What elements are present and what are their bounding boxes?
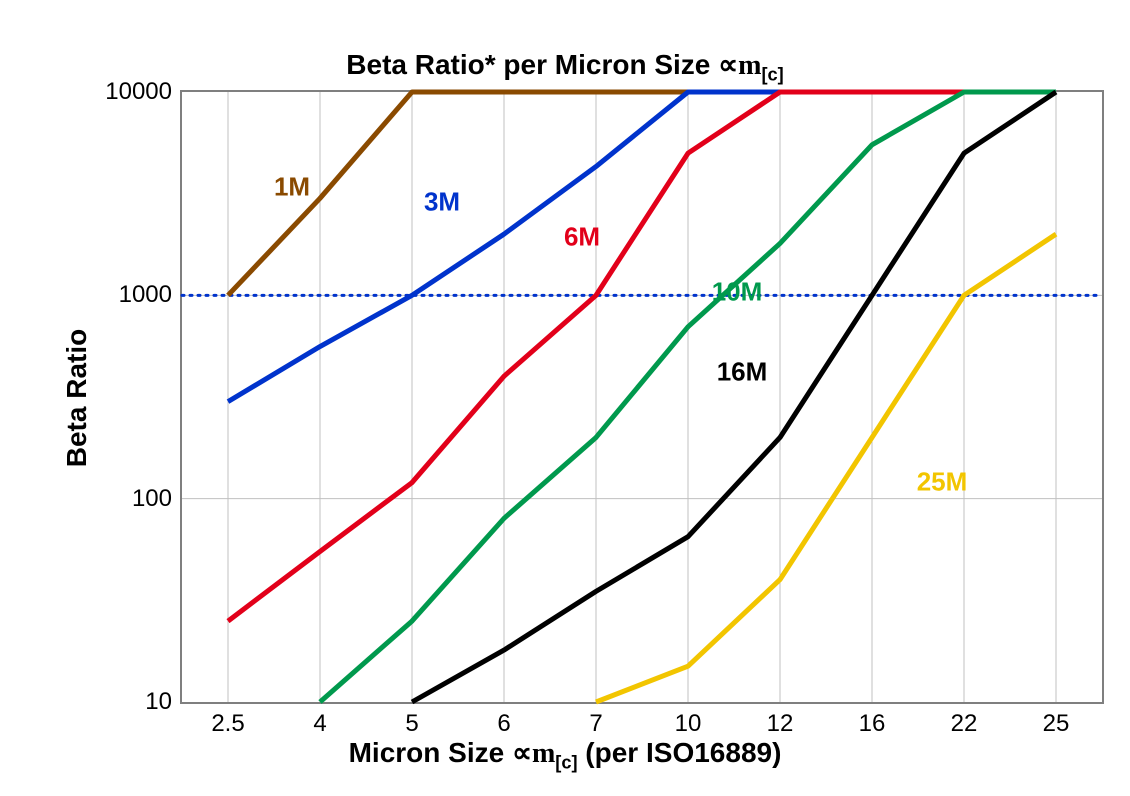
x-tick-label: 25 [1043,710,1070,738]
xlabel-subscript: [c] [555,753,577,773]
x-tick-label: 22 [951,710,978,738]
y-axis-label: Beta Ratio [61,329,93,467]
series-label: 1M [274,172,310,203]
x-tick-label: 7 [589,710,602,738]
x-tick-label: 2.5 [211,710,244,738]
series-label: 10M [712,277,763,308]
xlabel-prefix: Micron Size [349,737,512,768]
title-symbol: ∝m [718,50,761,81]
series-line [228,92,1056,402]
x-tick-label: 5 [405,710,418,738]
series-label: 25M [917,467,968,498]
x-axis-label: Micron Size ∝m[c] (per ISO16889) [0,736,1130,774]
series-label: 3M [424,187,460,218]
plot-svg [182,92,1102,702]
series-line [596,234,1056,702]
series-label: 16M [717,357,768,388]
y-tick-label: 100 [132,485,172,513]
xlabel-suffix: (per ISO16889) [578,737,782,768]
x-tick-label: 4 [313,710,326,738]
x-tick-label: 12 [767,710,794,738]
x-tick-label: 6 [497,710,510,738]
title-subscript: [c] [761,65,783,85]
series-line [228,92,1056,295]
plot-area: 101001000100002.5456710121622251M3M6M10M… [180,90,1104,704]
series-label: 6M [564,222,600,253]
series-line [412,92,1056,702]
title-text-prefix: Beta Ratio* per Micron Size [346,49,718,80]
x-tick-label: 16 [859,710,886,738]
xlabel-symbol: ∝m [512,738,555,769]
y-tick-label: 1000 [119,281,172,309]
series-line [228,92,1056,621]
chart-container: Beta Ratio* per Micron Size ∝m[c] Beta R… [0,0,1130,796]
y-tick-label: 10000 [105,78,172,106]
x-tick-label: 10 [675,710,702,738]
y-tick-label: 10 [145,688,172,716]
